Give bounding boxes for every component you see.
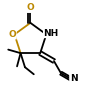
Text: NH: NH — [43, 29, 59, 38]
Text: O: O — [26, 3, 34, 12]
Text: O: O — [8, 30, 16, 39]
Text: N: N — [70, 74, 77, 83]
